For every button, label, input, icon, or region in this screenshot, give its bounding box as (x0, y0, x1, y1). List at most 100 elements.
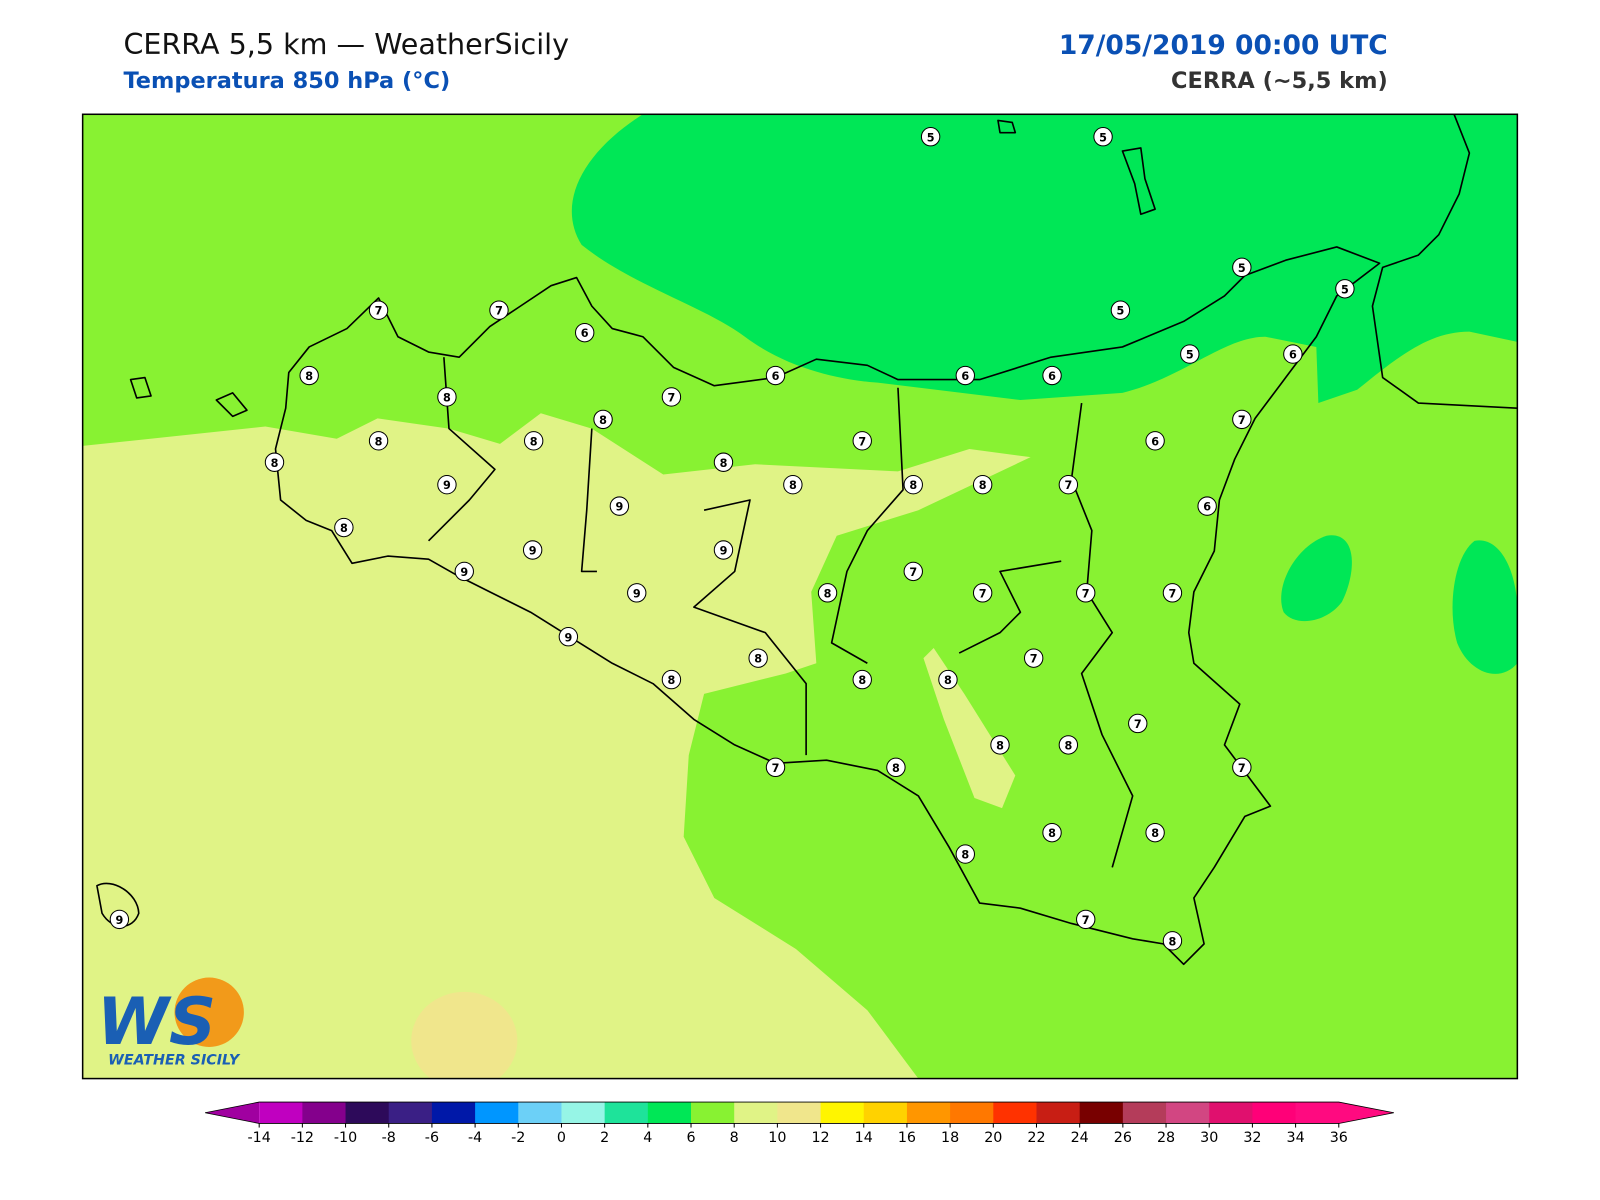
station-marker (1180, 344, 1200, 364)
station-marker (817, 583, 838, 603)
logo-name: WEATHER SICILY (108, 1052, 241, 1068)
station-value: 5 (1341, 283, 1349, 296)
station-marker (1093, 127, 1113, 147)
station-value: 7 (495, 305, 503, 318)
colorbar-swatch (388, 1102, 433, 1124)
station-value: 8 (909, 479, 917, 492)
station-marker (1162, 931, 1183, 951)
station-marker (938, 669, 958, 690)
colorbar-tick-label: -14 (248, 1130, 271, 1146)
colorbar-tick-label: 30 (1200, 1130, 1218, 1146)
station-value: 8 (720, 457, 728, 470)
station-marker (1042, 822, 1062, 843)
station-marker (1023, 648, 1044, 668)
colorbar-swatch (431, 1102, 476, 1124)
station-value: 8 (996, 739, 1004, 752)
colorbar-tick-label: 4 (643, 1130, 652, 1146)
station-marker (661, 669, 682, 690)
station-marker (713, 540, 734, 560)
station-value: 8 (443, 391, 451, 404)
station-value: 7 (1238, 414, 1246, 427)
station-value: 8 (599, 414, 607, 427)
station-value: 9 (564, 631, 572, 644)
colorbar-swatch (950, 1102, 994, 1124)
colorbar-tick-label: 8 (730, 1130, 739, 1146)
station-value: 6 (961, 370, 969, 383)
map-frame (81, 113, 1519, 1080)
colorbar: -14 -12 -10 -8 -6 -4 -2 0 2 4 6 8 10 12 14 16 18 20 22 24 26… (205, 1101, 1394, 1146)
colorbar-swatch (906, 1102, 951, 1124)
colorbar-swatch (1209, 1102, 1253, 1124)
colorbar-tick-label: 24 (1071, 1130, 1089, 1146)
station-value: 5 (1117, 305, 1125, 318)
colorbar-swatch (1295, 1102, 1340, 1124)
island (215, 392, 248, 418)
colorbar-swatch (1166, 1102, 1210, 1124)
colorbar-tick-label: -12 (291, 1130, 314, 1146)
colorbar-swatch (1036, 1102, 1081, 1124)
station-value: 8 (1151, 827, 1159, 840)
station-marker (575, 322, 595, 343)
colorbar-tick-label: 22 (1027, 1130, 1045, 1146)
station-marker (1110, 300, 1131, 320)
station-marker (609, 496, 630, 516)
station-marker (1162, 583, 1183, 603)
station-marker (972, 583, 993, 603)
station-marker (903, 561, 923, 582)
station-value: 9 (720, 545, 728, 558)
station-value: 9 (529, 545, 537, 558)
station-marker (109, 909, 130, 930)
station-marker (437, 387, 457, 407)
coastline-sicily (274, 246, 1381, 966)
station-marker (1076, 909, 1096, 930)
station-value: 9 (443, 479, 451, 492)
station-marker (593, 409, 613, 430)
colorbar-tick-label: -2 (511, 1130, 525, 1146)
station-value: 7 (772, 762, 780, 775)
station-marker (437, 475, 457, 495)
station-value: 8 (789, 479, 797, 492)
station-marker (522, 540, 543, 560)
colorbar-swatch (691, 1102, 735, 1124)
colorbar-swatch (1122, 1102, 1167, 1124)
colorbar-tick-label: 34 (1287, 1130, 1305, 1146)
station-value: 7 (1238, 762, 1246, 775)
field-dark-green (1281, 535, 1352, 622)
station-value: 7 (979, 587, 987, 600)
station-marker (1197, 496, 1217, 516)
station-value: 7 (1030, 653, 1038, 666)
colorbar-swatch (647, 1102, 692, 1124)
island (96, 882, 140, 928)
field-dark-green (571, 114, 1518, 404)
field-khaki (411, 991, 518, 1079)
station-marker (1042, 365, 1062, 386)
station-marker (1145, 431, 1165, 451)
station-marker (1076, 583, 1096, 603)
station-marker (299, 365, 319, 386)
stations: 5 5 5 5 5 5 6 7 7 6 8 8 7 6 6 6 7 8 8 8 8 7 6 8 9 8 8 8 7 9 6 8 9 9 9 7 9 8 7 7… (109, 127, 1355, 951)
station-marker (1058, 475, 1079, 495)
station-value: 8 (979, 479, 987, 492)
station-value: 6 (1151, 435, 1159, 448)
border (427, 357, 1134, 868)
station-value: 8 (375, 435, 383, 448)
colorbar-tick-label: 20 (984, 1130, 1002, 1146)
station-marker (713, 452, 734, 472)
model-label: CERRA (~5,5 km) (1171, 68, 1388, 94)
station-value: 6 (1048, 370, 1056, 383)
field-yellow (82, 413, 1031, 1079)
station-marker (454, 561, 474, 582)
station-value: 7 (1064, 479, 1072, 492)
station-value: 6 (772, 370, 780, 383)
colorbar-over (1338, 1102, 1394, 1124)
station-marker (1128, 713, 1148, 734)
station-marker (264, 452, 285, 472)
station-value: 8 (1048, 827, 1056, 840)
colorbar-tick-label: -8 (382, 1130, 396, 1146)
colorbar-swatch (1252, 1102, 1297, 1124)
colorbar-tick-label: 6 (686, 1130, 695, 1146)
station-value: 6 (1289, 349, 1297, 362)
island (129, 376, 152, 399)
